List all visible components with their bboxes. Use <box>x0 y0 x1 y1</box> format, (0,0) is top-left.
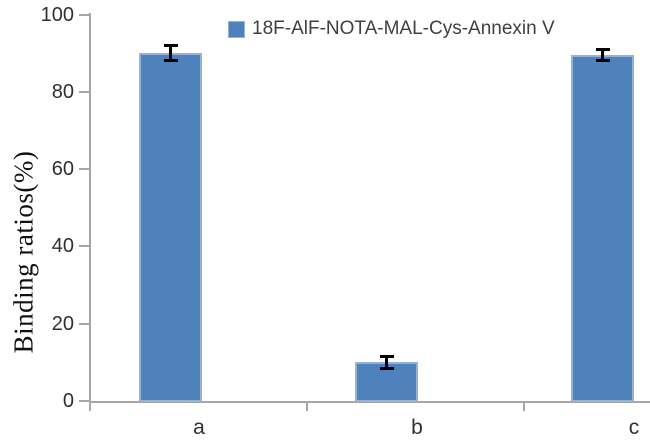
y-axis-line <box>89 13 91 411</box>
y-axis-tick-label: 20 <box>51 312 74 335</box>
bar-c <box>571 55 634 402</box>
error-bar-bottom-cap <box>379 366 394 370</box>
legend-series-label: 18F-AlF-NOTA-MAL-Cys-Annexin V <box>252 18 555 39</box>
x-axis-category-label: a <box>193 416 205 439</box>
y-axis-tick-label: 40 <box>51 235 74 258</box>
y-axis-tick-mark <box>79 400 89 402</box>
error-bar-bottom-cap <box>163 59 178 63</box>
error-bar-top-cap <box>379 355 394 359</box>
y-axis-tick-label: 80 <box>51 80 74 103</box>
x-axis-category-label: c <box>628 416 640 439</box>
x-axis-tick-mark <box>523 403 525 411</box>
legend: 18F-AlF-NOTA-MAL-Cys-Annexin V <box>228 18 555 39</box>
y-axis-tick-mark <box>79 168 89 171</box>
x-axis-tick-mark <box>306 403 308 411</box>
error-bar-stem <box>385 356 388 369</box>
y-axis-tick-label: 60 <box>51 158 74 181</box>
error-bar-top-cap <box>595 47 610 51</box>
error-bar-stem <box>601 49 604 61</box>
bar-a <box>139 53 202 402</box>
error-bar-top-cap <box>163 43 178 47</box>
y-axis-tick-label: 0 <box>62 390 74 412</box>
x-axis-category-label: b <box>411 416 423 439</box>
x-axis-tick-mark <box>89 403 91 411</box>
y-axis-tick-mark <box>79 90 89 93</box>
y-axis-tick-mark <box>79 13 89 16</box>
y-axis-tick-label: 100 <box>40 3 74 26</box>
y-axis-tick-mark <box>79 322 89 325</box>
y-axis-tick-mark <box>79 245 89 248</box>
error-bar-stem <box>169 45 172 61</box>
x-axis-line <box>89 401 650 403</box>
error-bar-bottom-cap <box>595 59 610 63</box>
legend-series-marker-icon <box>228 20 245 38</box>
